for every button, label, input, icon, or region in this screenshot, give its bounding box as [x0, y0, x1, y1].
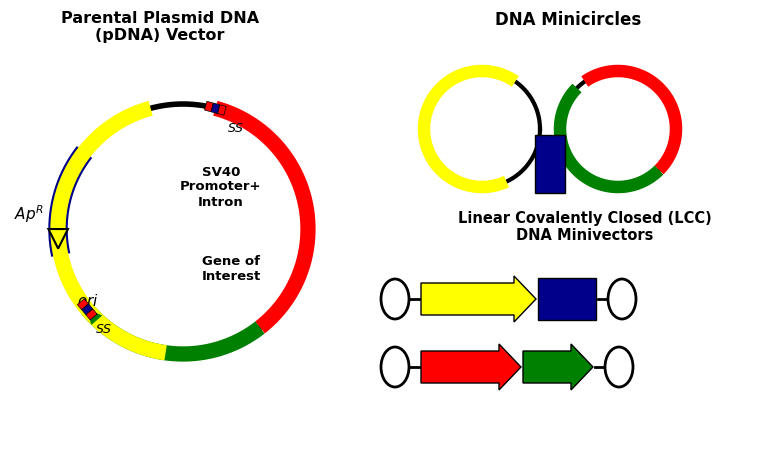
- Bar: [535, 135, 565, 193]
- Text: SV40
Promoter+
Intron: SV40 Promoter+ Intron: [181, 166, 262, 208]
- Polygon shape: [217, 105, 226, 115]
- Ellipse shape: [605, 347, 633, 387]
- Ellipse shape: [608, 279, 636, 319]
- FancyArrow shape: [421, 276, 536, 322]
- Ellipse shape: [381, 347, 409, 387]
- Polygon shape: [204, 101, 213, 112]
- Polygon shape: [86, 309, 97, 320]
- Text: Linear Covalently Closed (LCC)
DNA Minivectors: Linear Covalently Closed (LCC) DNA Miniv…: [458, 211, 712, 243]
- Polygon shape: [48, 229, 68, 249]
- Polygon shape: [211, 103, 220, 114]
- Text: Parental Plasmid DNA
(pDNA) Vector: Parental Plasmid DNA (pDNA) Vector: [61, 11, 259, 44]
- Polygon shape: [82, 304, 93, 315]
- Bar: [538, 278, 596, 320]
- Text: $SS$: $SS$: [227, 122, 245, 135]
- Text: $ori$: $ori$: [77, 293, 99, 309]
- Text: DNA Minicircles: DNA Minicircles: [495, 11, 641, 29]
- Text: Gene of
Interest: Gene of Interest: [201, 255, 261, 283]
- FancyArrow shape: [421, 344, 521, 390]
- Text: $SS$: $SS$: [96, 323, 112, 336]
- FancyArrow shape: [523, 344, 593, 390]
- Ellipse shape: [381, 279, 409, 319]
- Text: $Ap^R$: $Ap^R$: [14, 203, 44, 225]
- Polygon shape: [77, 299, 89, 310]
